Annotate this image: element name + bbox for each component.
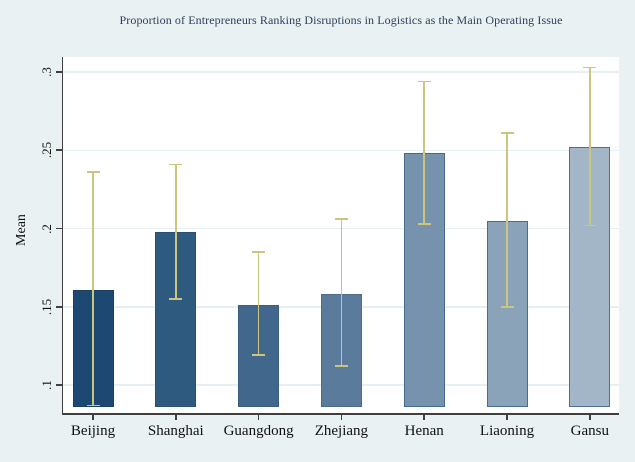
x-tick-mark — [506, 414, 508, 420]
error-bar-cap-upper-zhejiang — [334, 218, 348, 220]
y-tick-mark — [56, 384, 62, 386]
x-tick-label-shanghai: Shanghai — [147, 423, 204, 439]
x-tick-label-gansu: Gansu — [570, 423, 609, 439]
error-bar-line-guangdong — [257, 251, 260, 356]
bar-liaoning — [486, 220, 528, 407]
x-tick-mark — [175, 414, 177, 420]
error-bar-line-henan — [423, 81, 425, 224]
gridline-y-.25 — [63, 149, 619, 151]
y-tick-label-.2: .2 — [39, 223, 54, 234]
error-bar-line-beijing — [92, 172, 94, 406]
x-tick-mark — [92, 414, 94, 420]
x-tick-label-guangdong: Guangdong — [223, 423, 294, 439]
x-tick-label-liaoning: Liaoning — [479, 423, 535, 439]
y-tick-label-.25: .25 — [39, 142, 54, 159]
x-tick-label-beijing: Beijing — [70, 423, 116, 439]
x-tick-label-zhejiang: Zhejiang — [314, 423, 369, 439]
y-tick-mark — [56, 227, 62, 230]
x-tick-mark — [340, 414, 343, 420]
y-tick-mark — [56, 149, 62, 152]
error-bar-cap-lower-gansu — [583, 224, 597, 227]
error-bar-cap-lower-zhejiang — [334, 365, 348, 367]
y-tick-label-.15: .15 — [39, 298, 54, 315]
error-bar-cap-upper-guangdong — [252, 251, 266, 253]
error-bar-cap-upper-beijing — [86, 171, 100, 173]
error-bar-cap-lower-beijing — [86, 404, 100, 407]
error-bar-cap-lower-shanghai — [169, 298, 183, 300]
y-axis-title: Mean — [14, 214, 29, 246]
plot-area — [63, 57, 619, 413]
error-bar-cap-lower-henan — [417, 223, 431, 225]
y-tick-mark — [56, 71, 62, 73]
x-tick-mark — [589, 414, 591, 420]
gridline-y-.3 — [63, 71, 619, 73]
chart-title: Proportion of Entrepreneurs Ranking Disr… — [119, 13, 563, 27]
error-bar-cap-lower-liaoning — [500, 305, 514, 308]
error-bar-cap-upper-henan — [417, 80, 431, 83]
error-bar-cap-upper-liaoning — [500, 132, 514, 134]
error-bar-line-shanghai — [175, 164, 177, 299]
x-axis-line — [61, 413, 619, 415]
error-bar-cap-upper-gansu — [583, 66, 597, 69]
y-axis-line — [61, 57, 64, 415]
y-tick-label-.1: .1 — [39, 380, 54, 390]
error-bar-line-gansu — [589, 67, 591, 226]
error-bar-cap-lower-guangdong — [252, 354, 266, 357]
x-tick-mark — [257, 414, 260, 420]
y-tick-label-.3: .3 — [39, 67, 54, 77]
error-bar-line-zhejiang — [340, 219, 343, 367]
error-bar-cap-upper-shanghai — [169, 163, 183, 166]
error-bar-line-liaoning — [506, 133, 508, 307]
y-tick-mark — [56, 305, 62, 308]
x-tick-label-henan: Henan — [404, 423, 444, 439]
x-tick-mark — [423, 414, 425, 420]
